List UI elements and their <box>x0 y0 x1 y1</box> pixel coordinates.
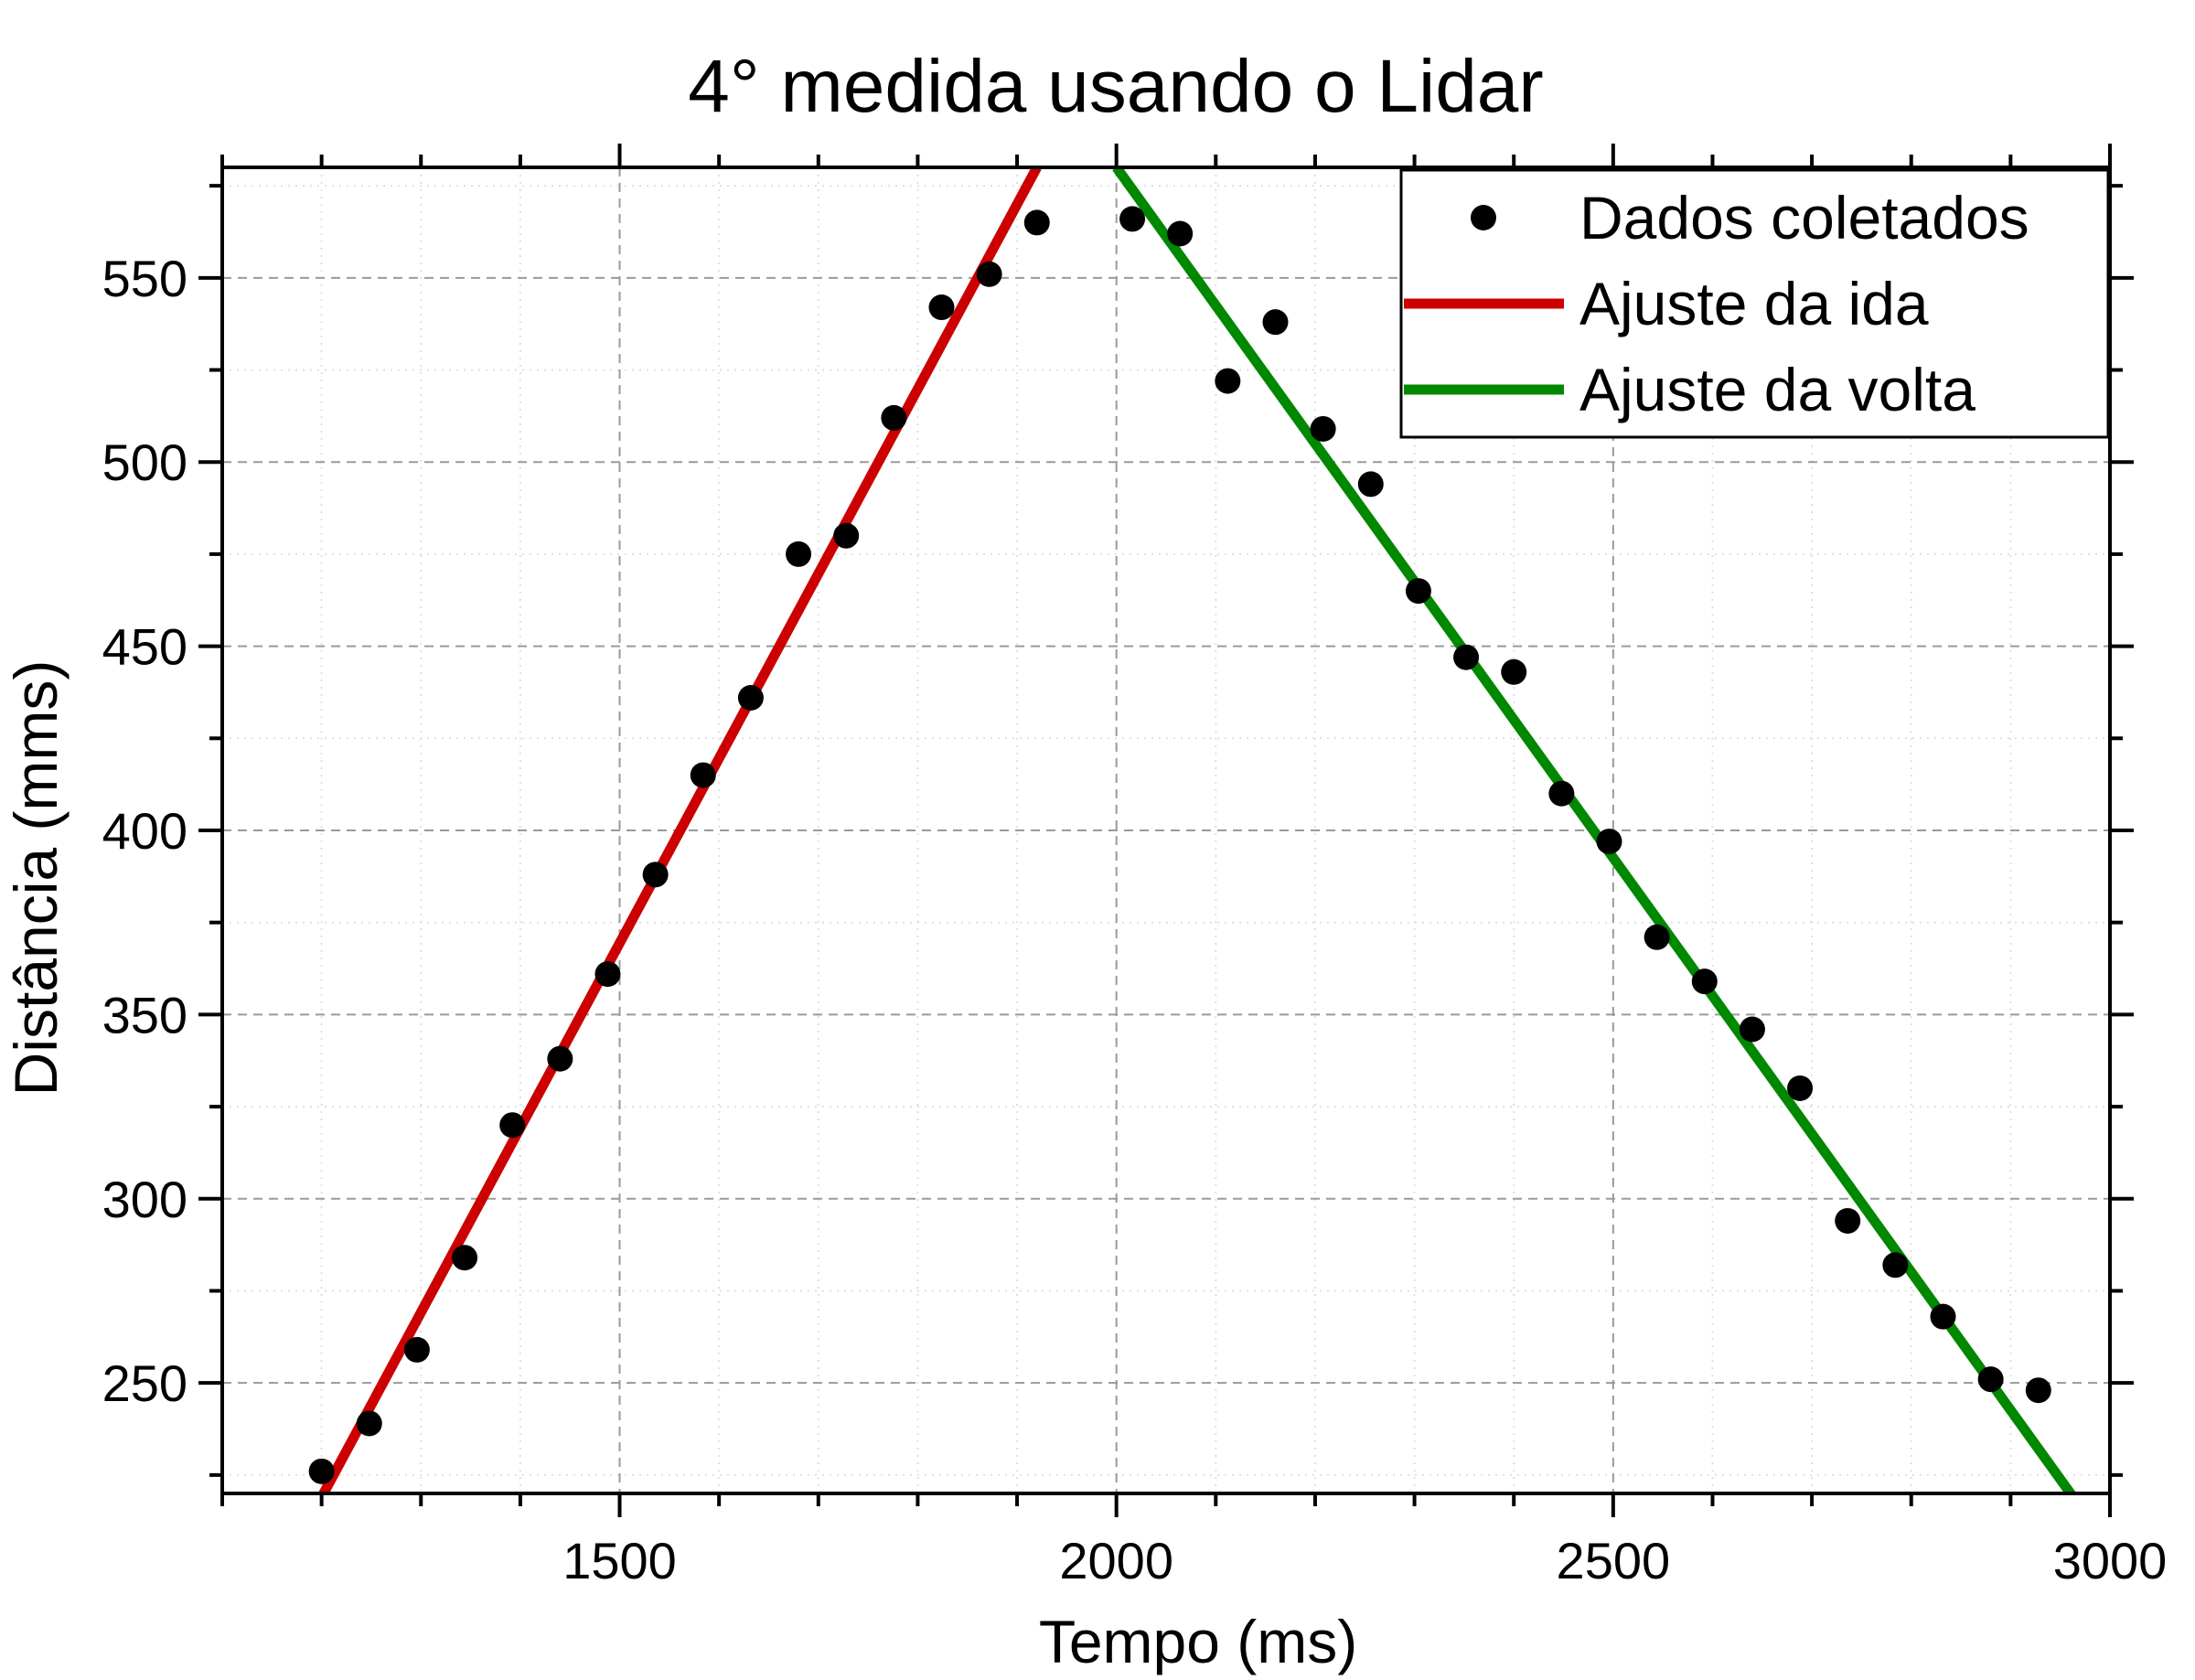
y-tick-label: 350 <box>102 986 187 1043</box>
data-point <box>1739 1016 1765 1043</box>
x-tick-label: 3000 <box>2053 1532 2168 1589</box>
data-point <box>547 1045 573 1072</box>
data-point <box>1501 658 1527 685</box>
data-point <box>1453 644 1480 670</box>
legend-label: Ajuste da volta <box>1579 356 1976 423</box>
series-layer <box>308 167 2077 1493</box>
legend-label: Dados coletados <box>1579 184 2029 251</box>
data-point <box>1405 578 1431 605</box>
data-point <box>1215 368 1241 394</box>
x-axis-title: Tempo (ms) <box>1039 1608 1357 1675</box>
data-point <box>1119 206 1146 232</box>
data-point <box>2025 1377 2051 1404</box>
data-point <box>1167 220 1194 247</box>
legend-marker-dados <box>1471 205 1496 230</box>
data-point <box>1357 471 1384 498</box>
data-point <box>403 1336 430 1363</box>
data-point <box>1977 1366 2004 1393</box>
y-tick-label: 250 <box>102 1354 187 1412</box>
data-point <box>1882 1252 1909 1279</box>
y-tick-label: 450 <box>102 618 187 676</box>
data-point <box>1691 968 1718 995</box>
data-point <box>1835 1207 1861 1234</box>
data-point <box>976 261 1002 287</box>
data-point <box>452 1245 478 1271</box>
legend: Dados coletados Ajuste da ida Ajuste da vo… <box>1399 168 2110 439</box>
data-point <box>881 404 907 431</box>
data-point <box>690 762 716 788</box>
data-point <box>1310 415 1336 442</box>
data-point <box>642 861 669 888</box>
data-point <box>499 1112 526 1139</box>
data-point <box>356 1410 382 1437</box>
axes-frame: 1500 2000 2500 3000 250 300 350 400 450 500 550 <box>102 144 2168 1589</box>
y-tick-label: 500 <box>102 433 187 491</box>
data-point <box>1023 209 1050 236</box>
data-point <box>928 294 955 321</box>
data-point <box>1548 780 1575 807</box>
fit-line-ida <box>317 167 1042 1493</box>
data-point <box>594 961 621 988</box>
legend-label: Ajuste da ida <box>1579 270 1929 337</box>
data-point <box>737 685 764 711</box>
data-point <box>1262 309 1289 336</box>
y-tick-label: 300 <box>102 1171 187 1228</box>
data-point <box>786 540 812 567</box>
data-point <box>308 1458 335 1484</box>
data-point <box>1644 924 1670 950</box>
data-point <box>1787 1075 1814 1101</box>
data-point <box>833 522 860 549</box>
fit-line-volta <box>1112 167 2077 1493</box>
data-point <box>1930 1303 1956 1330</box>
x-tick-label: 1500 <box>562 1532 677 1589</box>
y-tick-label: 400 <box>102 802 187 860</box>
y-tick-label: 550 <box>102 250 187 307</box>
y-axis-title: Distância (mms) <box>2 660 70 1097</box>
chart-title: 4° medida usando o Lidar <box>688 45 1543 128</box>
data-point <box>1596 829 1622 855</box>
x-tick-label: 2500 <box>1557 1532 1671 1589</box>
x-tick-label: 2000 <box>1059 1532 1173 1589</box>
